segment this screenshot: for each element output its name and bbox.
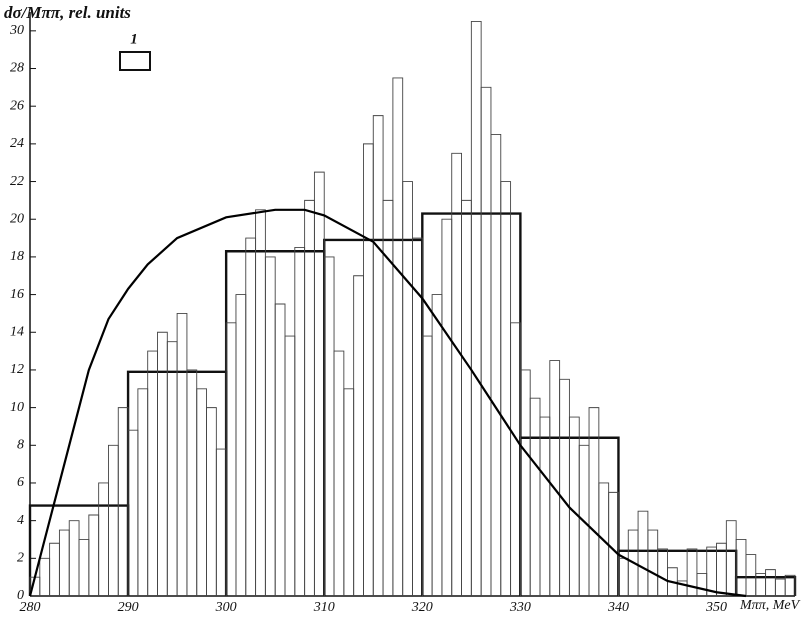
histogram-bar [725, 520, 737, 596]
histogram-bar [333, 350, 345, 596]
curve [28, 208, 747, 598]
histogram-bar [510, 322, 521, 596]
y-tick-label: 26 [10, 98, 24, 113]
x-tick-label: 310 [313, 600, 335, 615]
x-tick-label: 280 [20, 600, 41, 615]
histogram-bar [372, 115, 384, 596]
histogram-bar [255, 209, 266, 596]
histogram-bar [353, 275, 364, 596]
x-tick-label: 330 [509, 600, 531, 615]
histogram-bar [304, 199, 315, 596]
histogram-bar [588, 407, 600, 596]
x-tick-label: 300 [215, 600, 237, 615]
histogram-bar [735, 539, 747, 596]
histogram-bar [58, 529, 70, 596]
histogram-bar [392, 77, 404, 596]
histogram-bar [49, 542, 60, 596]
histogram-bar [549, 360, 561, 596]
histogram-bar [745, 554, 757, 596]
histogram-bar [363, 143, 374, 596]
histogram-bar [166, 341, 178, 596]
histogram-bar [196, 388, 207, 596]
histogram-bar [421, 335, 433, 596]
histogram-bar [206, 407, 217, 596]
y-tick-label: 0 [17, 588, 24, 603]
histogram-bar [294, 247, 306, 596]
histogram-bar [441, 218, 453, 596]
histogram-bar [108, 444, 119, 596]
histogram-bar [500, 181, 512, 596]
histogram-bar [706, 546, 717, 596]
histogram-bar [765, 569, 776, 596]
histogram-bar [647, 529, 659, 596]
histogram-bar [784, 574, 796, 596]
histogram-bar [343, 388, 355, 596]
histogram-bar [490, 134, 502, 596]
histogram-bar [98, 482, 109, 596]
histogram-bar [39, 557, 51, 596]
histogram-bar [215, 448, 227, 596]
y-tick-label: 14 [10, 324, 24, 339]
histogram-bar [451, 152, 462, 596]
y-tick-label: 30 [9, 23, 24, 38]
histogram-bar [402, 181, 413, 596]
x-axis-label: Mππ, MeV [739, 598, 801, 613]
histogram-bar [461, 199, 472, 596]
y-tick-label: 8 [17, 438, 24, 453]
histogram-bar [608, 491, 619, 596]
histogram-bar [470, 20, 482, 596]
histogram-bar [88, 514, 100, 596]
histogram-bar [431, 294, 443, 596]
histogram-bar [529, 397, 541, 596]
histogram-bar [235, 294, 247, 596]
y-tick-label: 16 [10, 287, 24, 302]
histogram-bar [568, 416, 580, 596]
histogram-bar [245, 237, 257, 596]
histogram-bar [686, 548, 698, 596]
histogram-bar [137, 388, 149, 596]
histogram-bar [323, 256, 335, 596]
y-tick-label: 24 [10, 136, 24, 151]
histogram-bar [559, 378, 570, 596]
histogram-bar [127, 429, 139, 596]
histogram-bar [519, 369, 531, 596]
histogram-bar [225, 322, 237, 596]
y-tick-label: 4 [17, 513, 24, 528]
histogram-bar [264, 256, 276, 596]
y-tick-label: 18 [10, 249, 24, 264]
y-tick-label: 12 [10, 362, 24, 377]
histogram-bar [618, 557, 629, 596]
y-tick-label: 28 [10, 61, 24, 76]
histogram-bar [284, 335, 296, 596]
y-axis-label: dσ/Mππ, rel. units [4, 3, 131, 22]
y-tick-label: 2 [17, 551, 24, 566]
legend-label: 1 [130, 31, 138, 47]
histogram-bar [147, 350, 158, 596]
histogram-bar [313, 171, 325, 596]
y-tick-label: 10 [10, 400, 24, 415]
histogram-bar [78, 539, 90, 596]
x-tick-label: 320 [411, 600, 433, 615]
histogram-bar [68, 520, 80, 596]
histogram-bar [539, 416, 551, 596]
x-tick-label: 340 [607, 600, 629, 615]
legend-swatch [119, 51, 151, 71]
histogram-bar [117, 407, 129, 596]
histogram-bar [774, 578, 786, 596]
x-tick-label: 350 [705, 600, 727, 615]
y-tick-label: 22 [10, 174, 24, 189]
histogram-bar [186, 369, 198, 596]
histogram-bar [696, 572, 708, 596]
x-tick-label: 290 [118, 600, 139, 615]
y-tick-label: 6 [17, 475, 24, 490]
histogram-bar [480, 86, 492, 596]
histogram-bar [657, 548, 668, 596]
histogram-bar [176, 312, 188, 596]
histogram-bar [637, 510, 649, 596]
histogram-bar [274, 303, 286, 596]
y-tick-label: 20 [10, 211, 24, 226]
